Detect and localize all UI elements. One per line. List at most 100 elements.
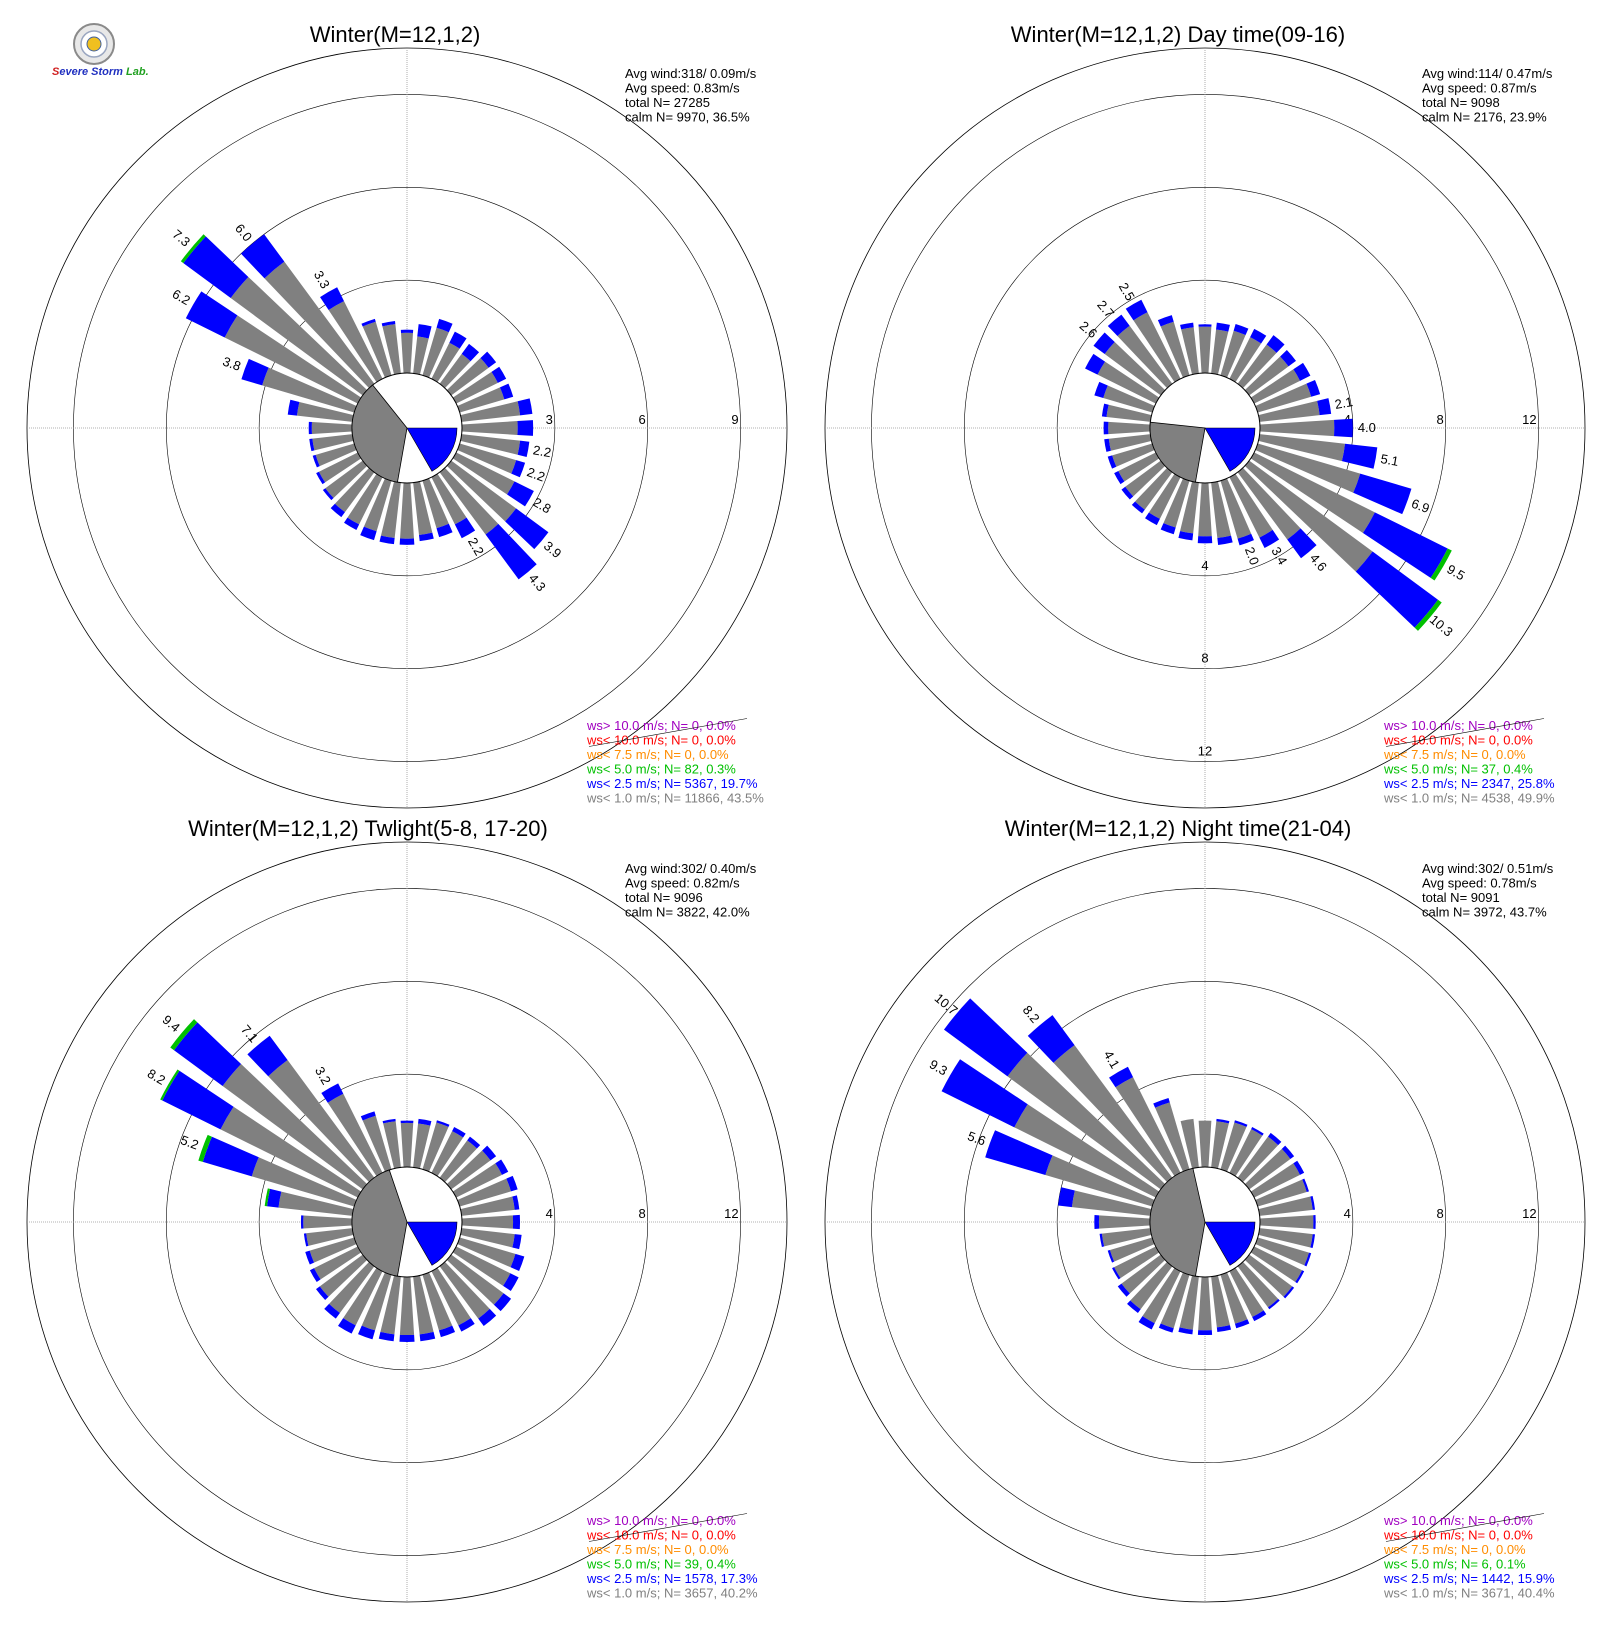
wind-bar-segment: [413, 1275, 434, 1335]
stats-line: Avg wind:114/ 0.47m/s: [1422, 66, 1553, 81]
wind-bar-segment: [1101, 1228, 1152, 1247]
wind-bar-segment: [363, 478, 392, 532]
wind-bar-segment: [506, 1175, 518, 1192]
wind-bar-segment: [220, 1106, 362, 1198]
wind-bar-segment: [1266, 335, 1285, 353]
wind-bar-segment: [1255, 1237, 1309, 1266]
legend-entry: ws< 7.5 m/s; N= 0, 0.0%: [586, 747, 729, 762]
wind-bar-segment: [309, 1237, 357, 1263]
ring-label: 4: [1201, 558, 1208, 573]
wind-bar-segment: [512, 1195, 520, 1210]
wind-bar-segment: [452, 452, 515, 495]
chart-title: Winter(M=12,1,2): [310, 22, 481, 47]
wind-bar-segment: [1097, 361, 1160, 404]
wind-bar-segment: [174, 1022, 242, 1087]
wind-bar-segment: [439, 1261, 490, 1319]
legend-entry: ws< 5.0 m/s; N= 82, 0.3%: [586, 762, 736, 777]
wind-bar-segment: [361, 318, 376, 327]
wind-bar-segment: [1125, 460, 1166, 497]
wind-bar-segment: [380, 1275, 401, 1335]
legend-entry: ws< 5.0 m/s; N= 39, 0.4%: [586, 1557, 736, 1572]
wind-bar-segment: [347, 473, 383, 525]
wind-bar-segment: [338, 1318, 356, 1334]
wind-bar-segment: [1259, 419, 1335, 437]
wind-bar-segment: [1109, 1237, 1155, 1262]
stats-line: calm N= 2176, 23.9%: [1422, 110, 1547, 125]
seal-icon: [73, 23, 115, 65]
wind-bar-segment: [1198, 1120, 1212, 1168]
chart-title: Winter(M=12,1,2) Twlight(5-8, 17-20): [188, 816, 548, 841]
wind-bar-segment: [1244, 1254, 1293, 1297]
wind-bar-segment: [460, 1228, 515, 1248]
wind-bar-segment: [1107, 314, 1130, 337]
wind-bar-segment: [454, 517, 476, 539]
wind-bar-segment: [457, 1178, 511, 1207]
wind-bar-segment: [1310, 1195, 1316, 1210]
wind-bar-segment: [460, 1196, 515, 1216]
wind-bar-segment: [312, 434, 354, 451]
bar-value-label: 4.3: [526, 571, 549, 594]
wind-bar-segment: [1125, 299, 1148, 321]
wind-bar-segment: [1107, 455, 1117, 469]
wind-bar-segment: [1180, 322, 1194, 330]
wind-bar-segment: [1158, 1323, 1174, 1333]
wind-bar-segment: [1101, 403, 1109, 417]
bar-value-label: 3.8: [221, 354, 243, 374]
wind-bar-segment: [303, 1233, 309, 1247]
stats-line: Avg speed: 0.87m/s: [1422, 81, 1537, 96]
wind-bar-segment: [1103, 421, 1109, 435]
wind-bar-segment: [461, 1215, 514, 1229]
wind-bar-segment: [230, 276, 368, 396]
wind-bar-segment: [380, 481, 401, 539]
wind-bar-segment: [1293, 1160, 1305, 1175]
wind-bar-segment: [1334, 418, 1353, 438]
wind-bar-segment: [1108, 421, 1151, 435]
wind-bar-segment: [1250, 452, 1375, 533]
wind-bar-segment: [1302, 1178, 1309, 1193]
legend-entry: ws< 10.0 m/s; N= 0, 0.0%: [586, 733, 736, 748]
chart-title: Winter(M=12,1,2) Night time(21-04): [1005, 816, 1352, 841]
wind-bar-segment: [1197, 536, 1213, 544]
legend-entry: ws< 1.0 m/s; N= 4538, 49.9%: [1383, 791, 1555, 806]
calm-sector: [351, 1169, 408, 1277]
wind-bar-segment: [362, 1115, 392, 1172]
wind-bar-segment: [941, 1059, 1028, 1128]
wind-bar-segment: [305, 1250, 315, 1265]
wind-bar-segment: [1310, 1234, 1316, 1249]
wind-bar-segment: [322, 488, 334, 501]
wind-bar-segment: [334, 467, 375, 513]
wind-bar-segment: [512, 1234, 522, 1250]
wind-bar-segment: [344, 517, 360, 530]
wind-bar-segment: [321, 1083, 344, 1103]
wind-bar-segment: [439, 1140, 477, 1183]
wind-bar-segment: [511, 460, 526, 478]
wind-bar-segment: [382, 324, 401, 375]
wind-bar-segment: [399, 1276, 415, 1336]
wind-bar-segment: [180, 234, 206, 264]
wind-bar-segment: [316, 471, 326, 485]
wind-bar-segment: [1362, 512, 1448, 578]
wind-bar-segment: [419, 1331, 436, 1342]
wind-bar-segment: [1071, 1190, 1152, 1216]
legend-entry: ws< 5.0 m/s; N= 6, 0.1%: [1383, 1557, 1526, 1572]
legend-strike-line: [588, 718, 748, 747]
wind-bar-segment: [360, 1111, 376, 1121]
wind-bar-segment: [446, 1150, 491, 1190]
mean-wind-sector: [406, 427, 458, 472]
wind-bar-segment: [438, 1325, 456, 1338]
wind-bar-segment: [1220, 330, 1246, 378]
legend-entry: ws< 10.0 m/s; N= 0, 0.0%: [1383, 1528, 1533, 1543]
wind-bar-segment: [460, 434, 521, 455]
wind-bar-segment: [1217, 535, 1233, 545]
wind-bar-segment: [1114, 471, 1125, 485]
wind-bar-segment: [1145, 512, 1160, 526]
wind-bar-segment: [222, 1064, 368, 1190]
wind-bar-segment: [1118, 452, 1160, 482]
wind-bar-segment: [1259, 1215, 1314, 1229]
wind-bar-segment: [1157, 315, 1174, 327]
lab-logo: Severe Storm Lab.: [52, 22, 152, 84]
wind-bar-segment: [1244, 460, 1373, 572]
ring-label: 12: [1522, 1206, 1536, 1221]
bar-value-label: 6.9: [1409, 496, 1431, 516]
legend-entry: ws< 1.0 m/s; N= 11866, 43.5%: [586, 791, 764, 806]
